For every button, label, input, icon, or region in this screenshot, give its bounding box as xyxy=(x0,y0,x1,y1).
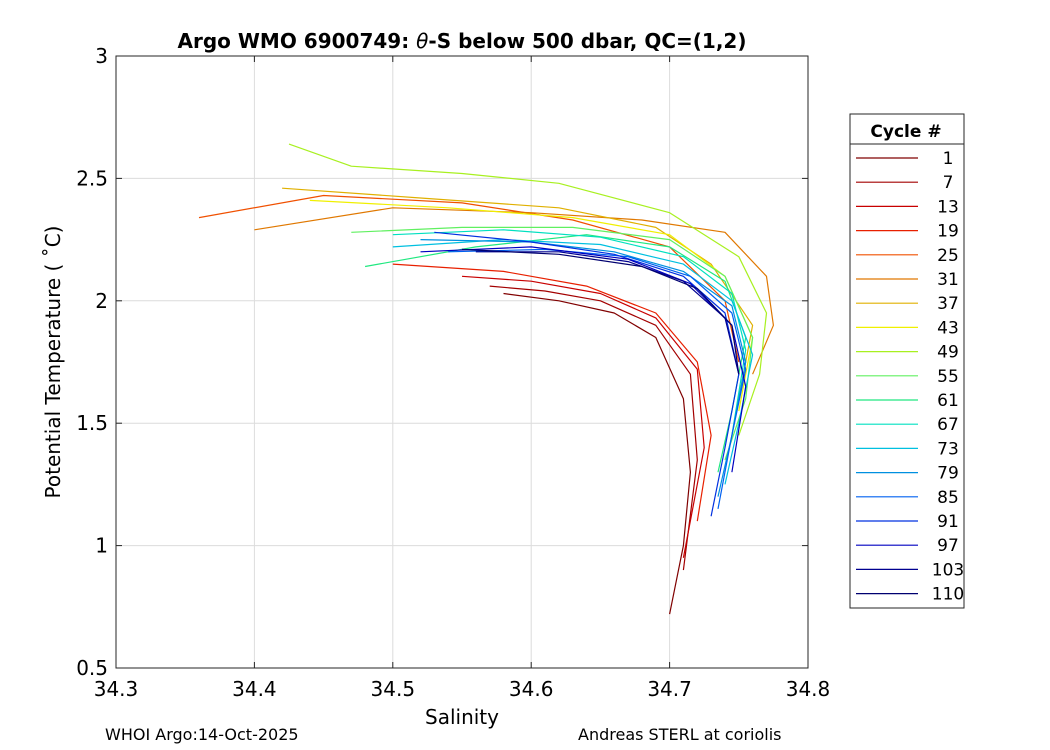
x-tick-label: 34.7 xyxy=(647,677,692,701)
series-line-cycle-91 xyxy=(434,231,740,517)
legend-box xyxy=(849,113,965,609)
x-tick-label: 34.4 xyxy=(232,677,277,701)
legend-label-1: 1 xyxy=(943,149,954,169)
series-line-cycle-67 xyxy=(392,229,747,436)
series-line-cycle-73 xyxy=(392,239,754,485)
legend-label-49: 49 xyxy=(937,343,959,363)
series-line-cycle-1 xyxy=(503,292,692,615)
legend-label-61: 61 xyxy=(937,391,959,411)
y-tick-label: 2.5 xyxy=(76,166,108,190)
series-line-cycle-37 xyxy=(282,187,754,399)
y-tick-label: 2 xyxy=(95,289,108,313)
y-tick-label: 1.5 xyxy=(76,411,108,435)
legend-label-43: 43 xyxy=(937,318,959,338)
legend-label-73: 73 xyxy=(937,439,959,459)
x-tick-label: 34.6 xyxy=(509,677,554,701)
series-line-cycle-110 xyxy=(461,248,740,375)
series-line-cycle-55 xyxy=(351,226,754,461)
x-axis-label: Salinity xyxy=(425,705,499,729)
legend-entries: 1 7 13 19 25 31 37 43 49 55 61 67 73 79 85 91 97 103 110 xyxy=(856,149,964,605)
x-tick-label: 34.8 xyxy=(786,677,831,701)
legend: Cycle # 1 7 13 19 25 31 37 43 49 55 61 67 73 79 85 91 97… xyxy=(849,113,965,609)
legend-label-79: 79 xyxy=(937,464,959,484)
series-layer xyxy=(198,143,775,615)
axes-frame xyxy=(115,55,809,669)
legend-title: Cycle # xyxy=(870,122,941,142)
legend-label-25: 25 xyxy=(937,246,959,266)
legend-label-7: 7 xyxy=(943,173,954,193)
grid-lines xyxy=(115,55,809,669)
tick-labels: 34.3 34.4 34.5 34.6 34.7 34.8 0.5 1 1.5 2 2.5 3 xyxy=(76,44,830,701)
chart-title: Argo WMO 6900749: θ-S below 500 dbar, QC… xyxy=(178,29,747,53)
footer-left: WHOI Argo:14-Oct-2025 xyxy=(105,725,299,744)
legend-label-91: 91 xyxy=(937,512,959,532)
series-line-cycle-25 xyxy=(198,194,740,363)
legend-label-97: 97 xyxy=(937,536,959,556)
x-tick-label: 34.3 xyxy=(94,677,139,701)
legend-label-67: 67 xyxy=(937,415,959,435)
y-tick-label: 0.5 xyxy=(76,656,108,680)
series-line-cycle-97 xyxy=(420,246,747,473)
tick-marks xyxy=(115,55,809,669)
series-line-cycle-49 xyxy=(288,143,768,436)
series-line-cycle-103 xyxy=(475,251,740,375)
series-line-cycle-31 xyxy=(254,207,775,375)
y-tick-label: 1 xyxy=(95,534,108,558)
legend-label-55: 55 xyxy=(937,367,959,387)
legend-label-31: 31 xyxy=(937,270,959,290)
legend-label-19: 19 xyxy=(937,222,959,242)
footer-right: Andreas STERL at coriolis xyxy=(578,725,782,744)
legend-label-13: 13 xyxy=(937,197,959,217)
legend-label-103: 103 xyxy=(932,560,964,580)
series-line-cycle-13 xyxy=(461,275,705,558)
legend-label-110: 110 xyxy=(932,585,964,605)
x-tick-label: 34.5 xyxy=(371,677,416,701)
series-line-cycle-61 xyxy=(364,234,747,473)
legend-label-37: 37 xyxy=(937,294,959,314)
series-line-cycle-19 xyxy=(392,263,712,522)
y-tick-label: 3 xyxy=(95,44,108,68)
y-axis-label: Potential Temperature ( ˚C) xyxy=(41,226,65,499)
legend-label-85: 85 xyxy=(937,488,959,508)
series-line-cycle-7 xyxy=(489,285,698,571)
